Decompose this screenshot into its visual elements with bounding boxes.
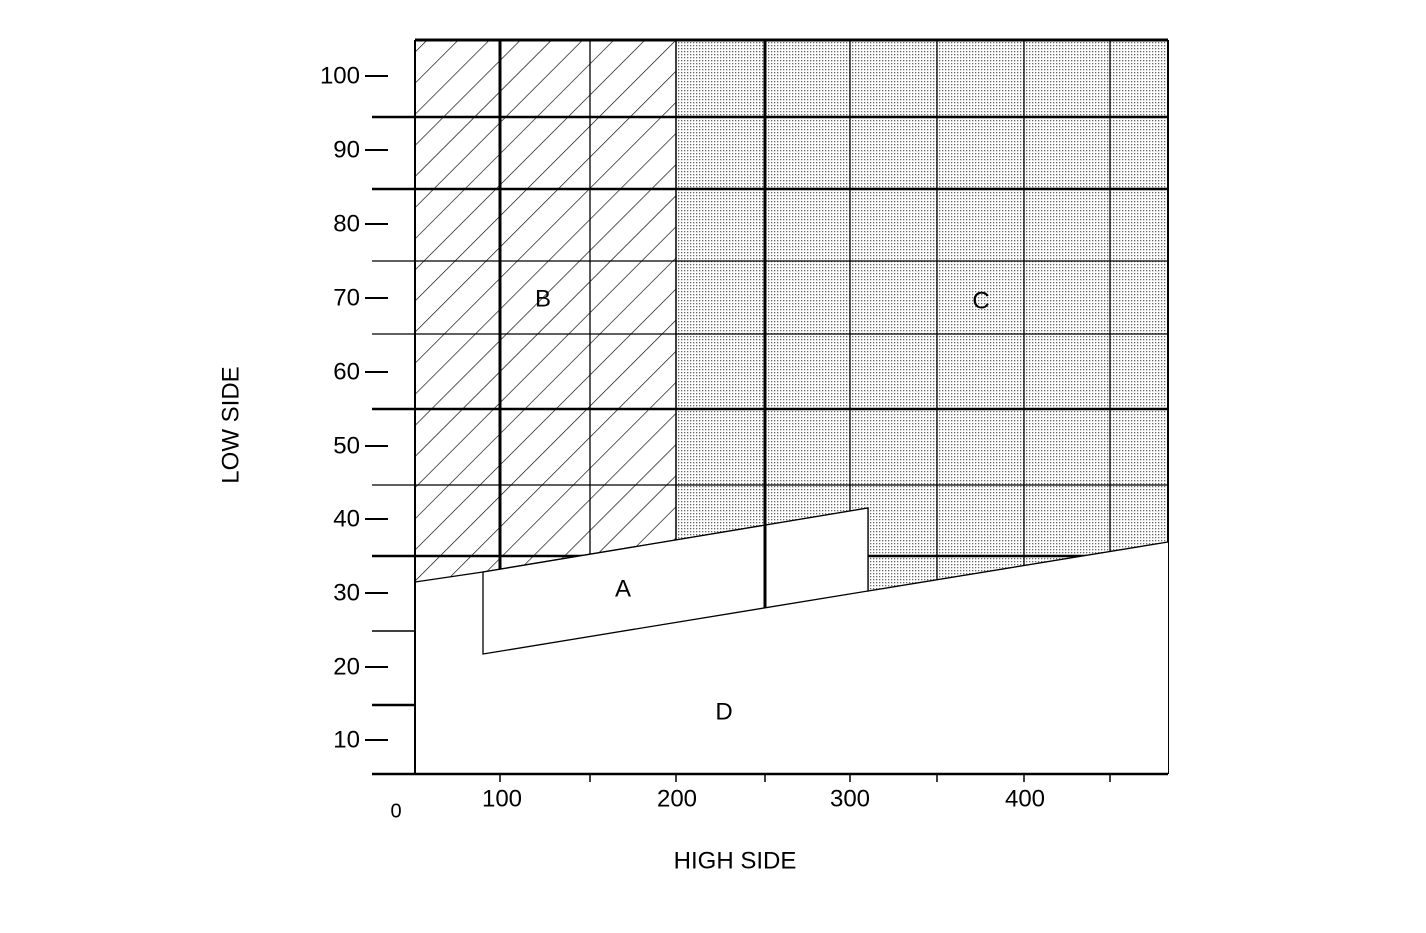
regions [415, 40, 1168, 600]
y-tick-label: 40 [333, 505, 360, 532]
region-label: B [535, 285, 551, 312]
y-tick-label: 80 [333, 210, 360, 237]
y-tick-label: 50 [333, 432, 360, 459]
region-label: C [972, 287, 989, 314]
y-tick-label: 10 [333, 726, 360, 753]
region-label: A [615, 575, 631, 602]
y-tick-label: 30 [333, 579, 360, 606]
grid [372, 38, 1169, 774]
region-label: D [715, 698, 732, 725]
region-c-fill [676, 40, 1168, 600]
region-a [482, 507, 869, 655]
y-tick-label: 90 [333, 136, 360, 163]
x-axis-label: HIGH SIDE [674, 847, 797, 874]
x-tick-label: 200 [657, 785, 697, 812]
x-tick-label: 400 [1005, 785, 1045, 812]
x-tick-label: 100 [482, 785, 522, 812]
y-axis-label: LOW SIDE [217, 366, 244, 483]
origin-label: 0 [390, 800, 401, 822]
region-b-fill [415, 40, 676, 600]
y-tick-label: 70 [333, 284, 360, 311]
y-tick-label: 60 [333, 358, 360, 385]
y-tick-label: 100 [320, 62, 360, 89]
x-tick-label: 300 [830, 785, 870, 812]
y-tick-label: 20 [333, 653, 360, 680]
